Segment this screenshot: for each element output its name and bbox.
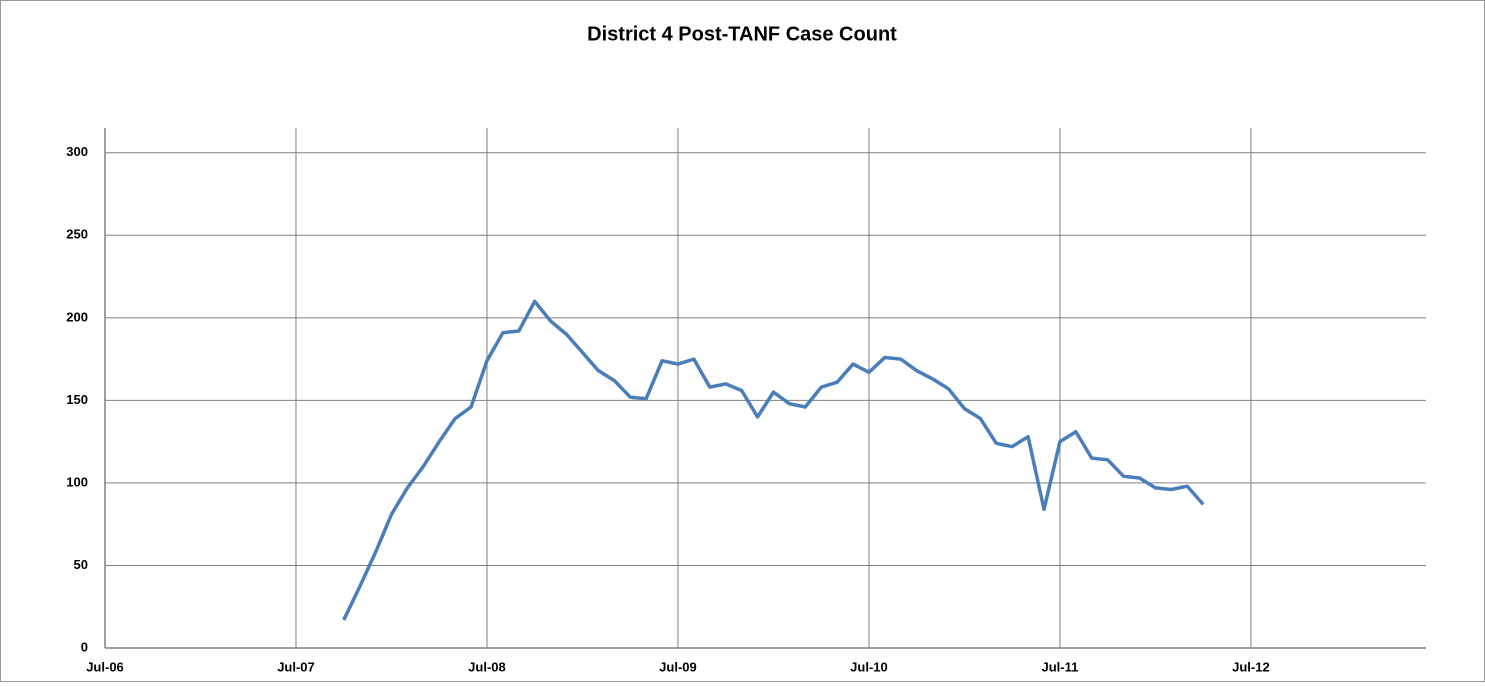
y-tick-label: 250	[66, 227, 88, 242]
x-tick-label: Jul-09	[659, 659, 697, 674]
x-tick-label: Jul-08	[468, 659, 506, 674]
x-tick-label: Jul-07	[277, 659, 315, 674]
x-tick-label: Jul-11	[1042, 659, 1079, 674]
y-tick-label: 0	[81, 639, 88, 654]
y-tick-label: 100	[66, 474, 88, 489]
y-tick-label: 150	[66, 392, 88, 407]
x-tick-label: Jul-12	[1232, 659, 1270, 674]
chart-title: District 4 Post-TANF Case Count	[587, 23, 897, 45]
x-tick-label: Jul-10	[850, 659, 888, 674]
data-line	[342, 299, 1205, 621]
y-tick-label: 300	[66, 144, 88, 159]
y-tick-label: 50	[74, 557, 88, 572]
x-tick-label: Jul-06	[86, 659, 124, 674]
y-tick-label: 200	[66, 309, 88, 324]
